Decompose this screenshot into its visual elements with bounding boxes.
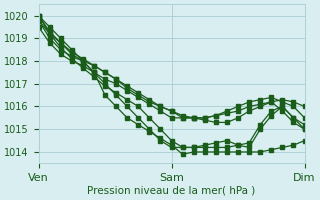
X-axis label: Pression niveau de la mer( hPa ): Pression niveau de la mer( hPa ) — [87, 186, 256, 196]
